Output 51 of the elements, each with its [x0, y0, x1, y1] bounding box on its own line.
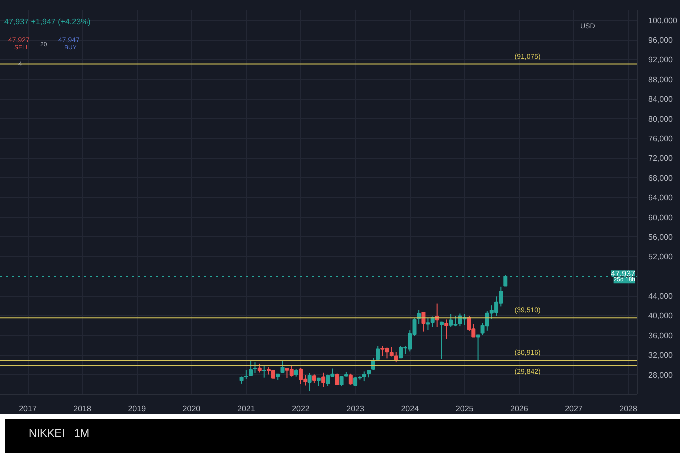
y-tick-label: 32,000 [648, 351, 674, 360]
candlestick [444, 319, 449, 340]
candlestick [262, 366, 266, 378]
y-tick-label: 92,000 [648, 56, 674, 65]
y-tick-label: 100,000 [648, 16, 678, 26]
y-tick-label: 52,000 [648, 252, 674, 262]
x-tick-label: 2019 [128, 404, 147, 414]
x-tick-label: 2028 [620, 404, 638, 414]
y-tick-label: 44,000 [648, 292, 674, 302]
y-tick-label: 80,000 [648, 114, 674, 124]
y-tick-label: 96,000 [648, 36, 674, 46]
candlestick [280, 360, 285, 374]
candlestick [340, 376, 344, 388]
x-tick-label: 2024 [401, 404, 420, 414]
x-tick-label: 2020 [182, 404, 202, 414]
candlestick [380, 345, 385, 357]
text: 1M [74, 428, 90, 440]
y-tick-label: 60,000 [648, 213, 674, 222]
y-tick-label: 56,000 [648, 232, 674, 242]
y-tick-label: 88,000 [648, 75, 674, 84]
candlestick [476, 334, 480, 362]
y-tick-label: 72,000 [648, 154, 674, 164]
ref-line-label: 47,937 [611, 270, 636, 279]
y-tick-label: 68,000 [648, 174, 674, 183]
candlestick [422, 312, 426, 332]
candlestick [322, 372, 326, 388]
x-tick-label: 2027 [565, 404, 584, 414]
y-tick-label: 64,000 [648, 194, 674, 203]
x-tick-label: 2021 [238, 404, 256, 414]
candlestick [244, 369, 248, 380]
candlestick [376, 346, 380, 360]
y-tick-label: 76,000 [648, 134, 674, 144]
candlestick [253, 362, 258, 374]
x-tick-label: 2018 [74, 404, 92, 414]
candlestick [326, 374, 330, 387]
candlestick [308, 372, 312, 392]
candlestick [449, 314, 454, 328]
annotation: 47,937 +1,947 (+4.23%) [4, 18, 92, 26]
y-tick-label: 84,000 [648, 95, 674, 104]
x-tick-label: 2017 [19, 404, 38, 414]
y-tick-label: 40,000 [648, 312, 674, 321]
y-tick-label: 28,000 [648, 370, 674, 380]
x-tick-label: 2023 [346, 404, 365, 414]
candlestick [249, 360, 254, 376]
text: NIKKEI [29, 428, 66, 440]
candlestick [440, 321, 444, 360]
x-tick-label: 2025 [456, 404, 474, 414]
x-tick-label: 2022 [292, 404, 310, 414]
x-tick-label: 2026 [510, 404, 529, 414]
candlestick [348, 373, 353, 386]
y-tick-label: 36,000 [648, 331, 674, 340]
